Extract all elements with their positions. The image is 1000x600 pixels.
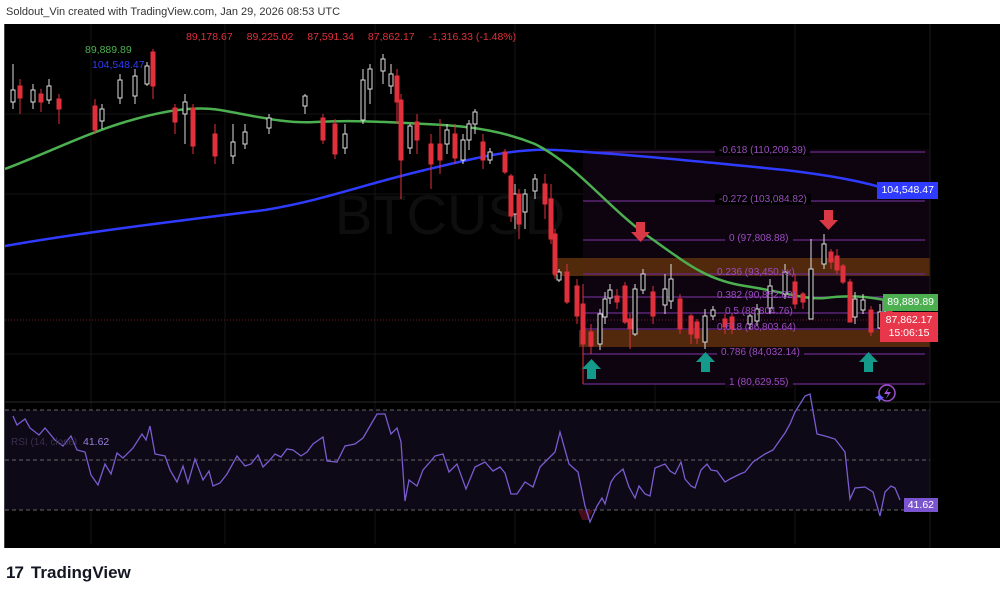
ma-slow-legend: 104,548.47 — [92, 59, 145, 71]
chart-credit: Soldout_Vin created with TradingView.com… — [6, 6, 341, 18]
ma-slow-line — [5, 148, 891, 248]
last-price: 87,862.17 — [885, 314, 933, 326]
fib-label-0: 0 (97,808.88) — [725, 233, 793, 244]
fib-label-0236: 0.236 (93,450.xx) — [717, 267, 795, 278]
fib-label-0382: 0.382 (90,852.02) — [717, 290, 796, 301]
chart-frame[interactable]: BTCUSD — [4, 24, 1000, 548]
bar-countdown: 15:06:15 — [888, 327, 930, 339]
ohlc-close: 87,862.17 — [367, 31, 415, 43]
ohlc-low: 87,591.34 — [307, 31, 354, 43]
support-zone — [579, 330, 930, 347]
fib-label-0618: 0.618 (86,803.64) — [717, 322, 796, 333]
rsi-legend-value: 41.62 — [83, 436, 110, 448]
tradingview-logo-text: TradingView — [30, 563, 131, 582]
ma-fast-line — [5, 107, 891, 303]
symbol-watermark: BTCUSD — [335, 183, 565, 246]
rsi-price-tag: 41.62 — [903, 498, 938, 512]
rsi-legend-title: RSI (14, close) — [11, 437, 78, 448]
fib-label-neg0618: -0.618 (110,209.39) — [715, 145, 811, 156]
chart-canvas[interactable]: BTCUSD — [5, 24, 1000, 548]
fib-label-1: 1 (80,629.55) — [725, 377, 793, 388]
rsi-line — [12, 393, 901, 524]
ma-fast-legend: 89,889.89 — [85, 44, 132, 56]
fib-label-neg0272: -0.272 (103,084.82) — [715, 194, 811, 205]
fib-label-0786: 0.786 (84,032.14) — [717, 347, 804, 358]
support-arrows — [582, 352, 878, 379]
fib-label-05: 0.5 (88,804.76) — [725, 306, 793, 317]
tradingview-logo[interactable]: 17 TradingView — [6, 563, 131, 583]
ma-slow-price-tag: 104,548.47 — [877, 182, 938, 199]
ma-fast-price-tag: 89,889.89 — [883, 294, 938, 311]
ohlc-change: -1,316.33 (-1.48%) — [428, 31, 517, 43]
ohlc-high: 89,225.02 — [246, 31, 294, 43]
last-price-tag: 87,862.17 15:06:15 — [880, 312, 938, 342]
ohlc-open: 89,178.67 — [186, 31, 233, 43]
resistance-arrows — [631, 210, 838, 242]
tradingview-logo-icon: 17 — [6, 563, 24, 582]
ohlc-legend: 89,178.67 89,225.02 87,591.34 87,862.17 … — [186, 31, 527, 43]
lightning-icon — [875, 384, 896, 402]
